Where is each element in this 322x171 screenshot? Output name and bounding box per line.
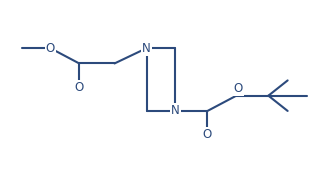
Text: O: O	[75, 81, 84, 94]
Text: O: O	[203, 128, 212, 141]
Text: N: N	[171, 104, 180, 117]
Text: N: N	[142, 42, 151, 55]
Text: O: O	[46, 42, 55, 55]
Text: O: O	[233, 82, 242, 95]
